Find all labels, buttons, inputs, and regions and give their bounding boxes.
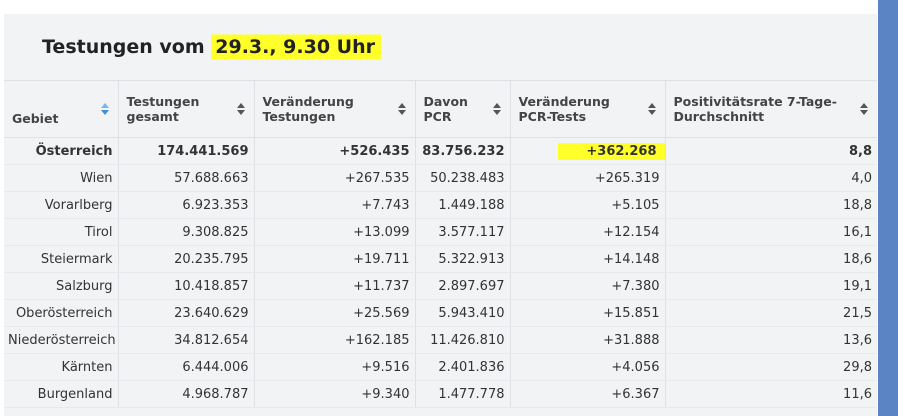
cell-rate: 19,1 [665,272,877,300]
column-header-gebiet[interactable]: Gebiet [4,80,119,138]
cell-pcr: 5.322.913 [415,245,511,273]
table-row: Burgenland 4.968.787 +9.340 1.477.778 +6… [4,380,877,408]
table-header: Gebiet Testungen gesamt Veränderung Test… [4,80,877,138]
cell-veraenderung: +9.516 [254,353,416,381]
table-row: Steiermark 20.235.795 +19.711 5.322.913 … [4,245,877,273]
title-prefix: Testungen vom [42,36,212,58]
cell-gebiet: Vorarlberg [4,191,119,219]
column-label: Positivitätsrate 7-Tage-Durchschnitt [673,94,837,124]
column-label: Davon PCR [423,94,468,124]
cell-gebiet: Niederösterreich [4,326,119,354]
cell-pcr: 50.238.483 [415,164,511,192]
table-row: Oberösterreich 23.640.629 +25.569 5.943.… [4,299,877,327]
cell-gebiet: Salzburg [4,272,119,300]
cell-gebiet: Steiermark [4,245,119,273]
cell-pcr-veraenderung: +31.888 [510,326,666,354]
sort-icon[interactable] [859,103,869,115]
table-row: Salzburg 10.418.857 +11.737 2.897.697 +7… [4,272,877,300]
cell-gebiet: Burgenland [4,380,119,408]
cell-gesamt: 57.688.663 [118,164,255,192]
cell-pcr: 11.426.810 [415,326,511,354]
cell-pcr: 1.477.778 [415,380,511,408]
cell-gebiet: Österreich [4,137,119,165]
cell-rate: 21,5 [665,299,877,327]
column-header-davon-pcr[interactable]: Davon PCR [415,80,511,138]
cell-pcr-veraenderung: +362.268 [510,137,666,165]
cell-rate: 16,1 [665,218,877,246]
cell-pcr-veraenderung: +12.154 [510,218,666,246]
column-label: Veränderung Testungen [262,94,354,124]
cell-gesamt: 20.235.795 [118,245,255,273]
page-edge-accent [878,0,898,416]
title-row: Testungen vom 29.3., 9.30 Uhr [4,14,877,80]
cell-pcr: 2.897.697 [415,272,511,300]
title-highlight: 29.3., 9.30 Uhr [211,32,381,62]
sort-icon[interactable] [397,103,407,115]
cell-gesamt: 174.441.569 [118,137,255,165]
table-row: Vorarlberg 6.923.353 +7.743 1.449.188 +5… [4,191,877,219]
cell-pcr: 1.449.188 [415,191,511,219]
cell-veraenderung: +162.185 [254,326,416,354]
cell-rate: 11,6 [665,380,877,408]
cell-gesamt: 6.923.353 [118,191,255,219]
column-header-testungen-gesamt[interactable]: Testungen gesamt [118,80,255,138]
cell-pcr-veraenderung: +5.105 [510,191,666,219]
sort-icon[interactable] [492,103,502,115]
sort-icon[interactable] [100,103,110,115]
cell-rate: 4,0 [665,164,877,192]
cell-gesamt: 23.640.629 [118,299,255,327]
cell-pcr-veraenderung: +265.319 [510,164,666,192]
cell-gesamt: 10.418.857 [118,272,255,300]
cell-rate: 13,6 [665,326,877,354]
cell-rate: 18,8 [665,191,877,219]
cell-veraenderung: +13.099 [254,218,416,246]
cell-veraenderung: +267.535 [254,164,416,192]
table-row-total: Österreich 174.441.569 +526.435 83.756.2… [4,137,877,165]
cell-veraenderung: +25.569 [254,299,416,327]
column-label: Veränderung PCR-Tests [518,94,610,124]
highlighted-value: +362.268 [558,142,665,160]
table-row: Tirol 9.308.825 +13.099 3.577.117 +12.15… [4,218,877,246]
cell-gebiet: Oberösterreich [4,299,119,327]
column-header-veraenderung-pcr[interactable]: Veränderung PCR-Tests [510,80,666,138]
cell-veraenderung: +7.743 [254,191,416,219]
cell-veraenderung: +19.711 [254,245,416,273]
cell-veraenderung: +11.737 [254,272,416,300]
table-row: Niederösterreich 34.812.654 +162.185 11.… [4,326,877,354]
cell-pcr: 2.401.836 [415,353,511,381]
cell-gesamt: 9.308.825 [118,218,255,246]
sort-icon[interactable] [647,103,657,115]
testing-table: Gebiet Testungen gesamt Veränderung Test… [4,80,877,408]
cell-pcr: 3.577.117 [415,218,511,246]
cell-gesamt: 34.812.654 [118,326,255,354]
cell-gebiet: Tirol [4,218,119,246]
cell-pcr: 83.756.232 [415,137,511,165]
cell-rate: 8,8 [665,137,877,165]
cell-pcr-veraenderung: +6.367 [510,380,666,408]
column-header-veraenderung-testungen[interactable]: Veränderung Testungen [254,80,416,138]
cell-pcr-veraenderung: +14.148 [510,245,666,273]
cell-pcr-veraenderung: +15.851 [510,299,666,327]
cell-pcr-veraenderung: +7.380 [510,272,666,300]
column-label: Testungen gesamt [126,94,200,124]
table-row: Kärnten 6.444.006 +9.516 2.401.836 +4.05… [4,353,877,381]
page-title: Testungen vom 29.3., 9.30 Uhr [42,32,381,62]
cell-veraenderung: +526.435 [254,137,416,165]
cell-pcr: 5.943.410 [415,299,511,327]
cell-gebiet: Kärnten [4,353,119,381]
table-row: Wien 57.688.663 +267.535 50.238.483 +265… [4,164,877,192]
cell-veraenderung: +9.340 [254,380,416,408]
cell-pcr-veraenderung: +4.056 [510,353,666,381]
column-header-positivitaetsrate[interactable]: Positivitätsrate 7-Tage-Durchschnitt [665,80,877,138]
sort-icon[interactable] [236,103,246,115]
cell-rate: 18,6 [665,245,877,273]
cell-gesamt: 6.444.006 [118,353,255,381]
column-label: Gebiet [12,110,59,126]
cell-gesamt: 4.968.787 [118,380,255,408]
table-body: Österreich 174.441.569 +526.435 83.756.2… [4,137,877,408]
cell-rate: 29,8 [665,353,877,381]
cell-gebiet: Wien [4,164,119,192]
